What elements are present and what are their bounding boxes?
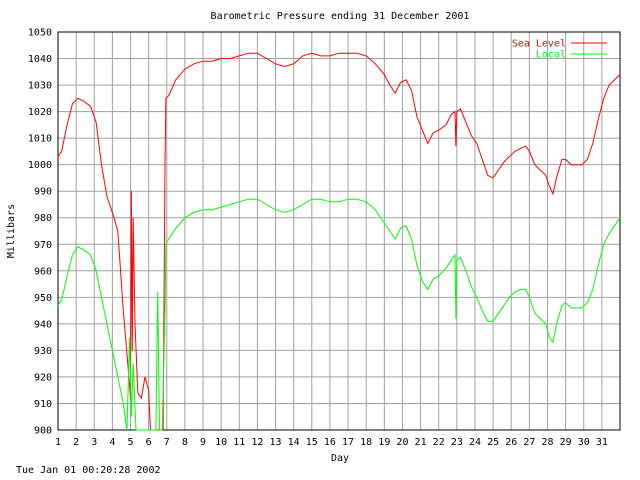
y-tick-label: 990 bbox=[34, 187, 52, 198]
x-tick-label: 20 bbox=[396, 437, 408, 448]
chart-title: Barometric Pressure ending 31 December 2… bbox=[211, 11, 470, 22]
y-tick-label: 1020 bbox=[28, 107, 52, 118]
x-tick-label: 18 bbox=[360, 437, 372, 448]
y-tick-label: 960 bbox=[34, 266, 52, 277]
x-tick-label: 27 bbox=[523, 437, 535, 448]
x-tick-label: 8 bbox=[182, 437, 188, 448]
x-tick-label: 10 bbox=[215, 437, 227, 448]
legend-label-1: Local bbox=[536, 50, 566, 61]
x-tick-label: 31 bbox=[596, 437, 608, 448]
x-tick-label: 25 bbox=[487, 437, 499, 448]
plot-frame bbox=[57, 31, 621, 431]
y-tick-label: 1010 bbox=[28, 134, 52, 145]
x-tick-label: 9 bbox=[200, 437, 206, 448]
series-layer bbox=[57, 52, 621, 431]
x-tick-label: 16 bbox=[324, 437, 336, 448]
x-tick-label: 24 bbox=[469, 437, 481, 448]
y-tick-label: 1000 bbox=[28, 160, 52, 171]
x-tick-label: 5 bbox=[128, 437, 134, 448]
x-tick-label: 17 bbox=[342, 437, 354, 448]
x-tick-label: 26 bbox=[505, 437, 517, 448]
x-tick-label: 1 bbox=[55, 437, 61, 448]
x-tick-label: 28 bbox=[541, 437, 553, 448]
x-tick-label: 4 bbox=[109, 437, 115, 448]
y-tick-label: 930 bbox=[34, 346, 52, 357]
y-tick-label: 900 bbox=[34, 426, 52, 437]
y-axis-label: Millibars bbox=[6, 204, 17, 258]
x-tick-label: 21 bbox=[415, 437, 427, 448]
x-tick-label: 23 bbox=[451, 437, 463, 448]
y-tick-label: 1040 bbox=[28, 54, 52, 65]
series-line-0 bbox=[57, 52, 621, 431]
x-tick-label: 2 bbox=[73, 437, 79, 448]
grid-lines bbox=[57, 31, 620, 431]
y-tick-label: 1050 bbox=[28, 28, 52, 39]
x-tick-label: 6 bbox=[146, 437, 152, 448]
x-axis-ticks: 1 2 3 4 5 6 7 8 9 10 11 12 13 14 15 16 17 18 19 20 21 22 23 24 2… bbox=[55, 437, 608, 448]
x-axis-label: Day bbox=[331, 453, 349, 464]
x-tick-label: 29 bbox=[560, 437, 572, 448]
x-tick-label: 7 bbox=[164, 437, 170, 448]
x-tick-label: 11 bbox=[233, 437, 245, 448]
y-tick-label: 910 bbox=[34, 399, 52, 410]
y-tick-label: 920 bbox=[34, 372, 52, 383]
x-tick-label: 3 bbox=[91, 437, 97, 448]
x-tick-label: 22 bbox=[433, 437, 445, 448]
x-tick-label: 15 bbox=[306, 437, 318, 448]
footer-timestamp: Tue Jan 01 00:20:28 2002 bbox=[16, 465, 161, 476]
y-tick-label: 950 bbox=[34, 293, 52, 304]
y-tick-label: 1030 bbox=[28, 81, 52, 92]
legend-label-0: Sea Level bbox=[512, 39, 566, 50]
y-tick-label: 940 bbox=[34, 319, 52, 330]
x-tick-label: 14 bbox=[288, 437, 300, 448]
y-axis-ticks: 900 910 920 930 940 950 960 970 980 990 1000 1010 10… bbox=[28, 28, 52, 437]
x-tick-label: 12 bbox=[251, 437, 263, 448]
y-tick-label: 970 bbox=[34, 240, 52, 251]
y-tick-label: 980 bbox=[34, 213, 52, 224]
series-line-1 bbox=[57, 198, 621, 431]
x-tick-label: 13 bbox=[270, 437, 282, 448]
x-tick-label: 30 bbox=[578, 437, 590, 448]
x-tick-label: 19 bbox=[378, 437, 390, 448]
